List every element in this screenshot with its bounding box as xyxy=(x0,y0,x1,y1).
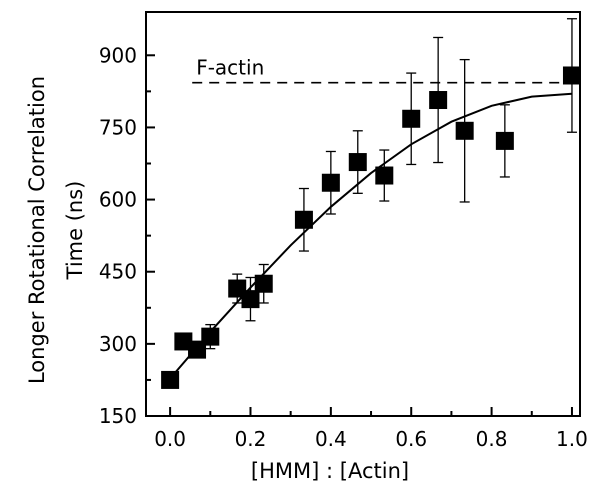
x-axis-label: [HMM] : [Actin] xyxy=(251,459,409,483)
x-tick-label: 0.6 xyxy=(395,427,427,451)
data-point xyxy=(562,66,581,85)
data-point xyxy=(201,327,220,346)
x-tick-label: 0.0 xyxy=(154,427,186,451)
data-point xyxy=(174,332,193,351)
y-axis-ticks xyxy=(146,54,155,417)
data-point xyxy=(348,153,367,172)
x-tick-label: 0.4 xyxy=(315,427,347,451)
data-point xyxy=(455,121,474,140)
data-point xyxy=(321,173,340,192)
data-point xyxy=(375,166,394,185)
plot-frame xyxy=(145,11,581,417)
y-tick-labels: 150 300 450 600 750 900 xyxy=(99,43,137,428)
y-tick-label: 750 xyxy=(99,115,137,139)
data-point xyxy=(402,109,421,128)
data-points xyxy=(161,66,581,389)
y-axis-label-line-2: Time (ns) xyxy=(63,181,87,281)
x-axis-ticks xyxy=(169,407,573,416)
y-tick-label: 150 xyxy=(99,404,137,428)
data-point xyxy=(429,91,448,110)
x-tick-label: 1.0 xyxy=(556,427,588,451)
y-tick-label: 450 xyxy=(99,260,137,284)
data-point xyxy=(254,274,273,293)
y-tick-label: 900 xyxy=(99,43,137,67)
x-tick-label: 0.8 xyxy=(476,427,508,451)
x-tick-label: 0.2 xyxy=(235,427,267,451)
y-tick-label: 600 xyxy=(99,188,137,212)
data-point xyxy=(495,131,514,150)
y-tick-label: 300 xyxy=(99,332,137,356)
data-point xyxy=(294,210,313,229)
data-point xyxy=(241,290,260,309)
y-axis-label-line-1: Longer Rotational Correlation xyxy=(25,76,49,384)
data-point xyxy=(161,370,180,389)
x-tick-labels: 0.0 0.2 0.4 0.6 0.8 1.0 xyxy=(154,427,588,451)
reference-line-label: F-actin xyxy=(196,56,264,80)
